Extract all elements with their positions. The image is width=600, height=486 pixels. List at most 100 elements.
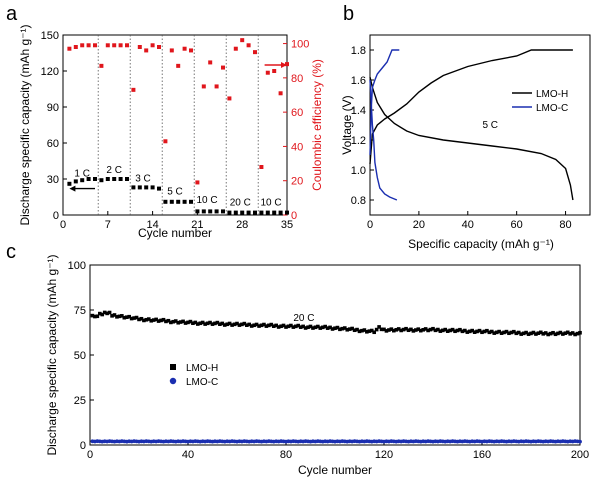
y-tick-label: 0 — [53, 210, 59, 222]
lmo-h-point — [117, 314, 122, 319]
panel-c-y-ticks: 0 25 50 75 100 — [68, 260, 94, 452]
y-tick-label: 50 — [74, 350, 86, 362]
capacity-point — [163, 199, 168, 204]
lmo-h-point — [139, 316, 144, 321]
efficiency-point — [278, 91, 283, 96]
lmo-h-point — [340, 326, 345, 331]
capacity-point — [189, 199, 193, 204]
x-tick-label: 0 — [87, 449, 93, 461]
panel-b-letter: b — [343, 3, 354, 25]
lmo-h-point — [401, 327, 406, 332]
lmo-h-point — [186, 320, 190, 325]
lmo-h-point — [102, 310, 107, 315]
lmo-h-point — [467, 329, 472, 334]
efficiency-point — [67, 46, 72, 51]
lmo-h-point — [98, 311, 102, 316]
panel-c-rate-annotation: 20 C — [293, 313, 314, 324]
lmo-h-point — [154, 317, 158, 322]
efficiency-point — [214, 84, 219, 89]
x-tick-label: 35 — [281, 219, 293, 231]
panel-a-y-label-left: Discharge specific capacity (mAh g⁻¹) — [18, 24, 32, 225]
efficiency-point — [285, 62, 289, 67]
lmo-h-point — [181, 319, 185, 324]
lmo-h-point — [198, 321, 203, 326]
lmo-h-point — [328, 325, 332, 330]
lmo-h-point — [441, 328, 445, 333]
lmo-h-point — [205, 321, 210, 326]
legend-label-lmo-c: LMO-C — [186, 377, 218, 388]
lmo-h-point — [475, 329, 479, 334]
panel-a-y-label-right: Coulombic efficiency (%) — [310, 59, 324, 191]
y-tick-label: 60 — [47, 138, 59, 150]
capacity-point — [157, 186, 161, 191]
lmo-h-point — [416, 327, 421, 331]
lmo-h-point — [276, 325, 281, 329]
lmo-h-point — [134, 315, 139, 320]
lmo-h-point — [159, 318, 163, 323]
x-tick-label: 160 — [473, 449, 491, 461]
lmo-h-point — [428, 327, 433, 332]
lmo-h-point — [418, 328, 423, 333]
capacity-point — [93, 177, 97, 181]
lmo-h-point — [436, 327, 440, 332]
lmo-h-point — [137, 317, 141, 322]
lmo-h-point — [355, 327, 359, 332]
panel-c-x-ticks: 0 40 80 120 160 200 — [87, 441, 589, 461]
lmo-h-point — [286, 324, 291, 329]
efficiency-point — [105, 43, 110, 48]
efficiency-point — [176, 63, 181, 68]
lmo-h-point — [539, 330, 543, 335]
lmo-h-point — [164, 319, 168, 324]
lmo-h-point — [350, 326, 354, 331]
lmo-h-point — [232, 322, 237, 327]
y-tick-label: 1.6 — [351, 75, 366, 87]
lmo-h-charge-curve — [369, 49, 573, 165]
panel-b-y-label: Voltage (V) — [340, 95, 354, 154]
lmo-h-point — [127, 314, 131, 319]
lmo-h-point — [514, 331, 519, 336]
efficiency-point — [93, 43, 97, 48]
y-tick-label: 1.8 — [351, 45, 366, 57]
lmo-h-point — [166, 318, 171, 323]
lmo-h-point — [124, 315, 129, 319]
x-tick-label: 0 — [60, 219, 66, 231]
panel-b-legend: LMO-H LMO-C — [512, 89, 568, 114]
lmo-h-point — [129, 316, 134, 321]
lmo-h-point — [107, 310, 112, 315]
lmo-h-point — [492, 331, 497, 335]
lmo-h-point — [394, 328, 399, 332]
lmo-h-point — [556, 331, 560, 336]
lmo-h-point — [526, 332, 531, 336]
capacity-point — [221, 209, 225, 214]
capacity-point — [150, 185, 155, 190]
y-tick-label-right: 20 — [291, 176, 303, 188]
lmo-h-point — [235, 321, 239, 326]
capacity-point — [285, 210, 289, 215]
y-tick-label: 120 — [41, 66, 59, 78]
capacity-point — [99, 178, 104, 183]
panel-c-lmo-h-series — [90, 310, 582, 337]
lmo-h-point — [438, 329, 443, 333]
lmo-h-point — [210, 322, 215, 326]
efficiency-point — [125, 43, 129, 48]
lmo-h-point — [487, 330, 492, 335]
x-tick-label: 20 — [413, 219, 425, 231]
lmo-h-point — [519, 332, 523, 336]
x-tick-label: 60 — [511, 219, 523, 231]
capacity-point — [253, 210, 257, 215]
lmo-h-point — [333, 326, 337, 331]
lmo-h-point — [144, 317, 149, 322]
lmo-h-point — [377, 325, 381, 329]
legend-label-lmo-h: LMO-H — [186, 363, 218, 374]
lmo-h-point — [497, 329, 501, 334]
lmo-h-point — [169, 320, 173, 325]
panel-c-plot-frame — [89, 264, 581, 446]
lmo-h-point — [396, 327, 401, 331]
capacity-point — [201, 209, 206, 214]
lmo-h-point — [570, 331, 575, 335]
lmo-h-point — [490, 329, 494, 334]
lmo-h-point — [100, 312, 105, 317]
lmo-h-point — [548, 331, 553, 336]
capacity-point — [131, 185, 136, 190]
